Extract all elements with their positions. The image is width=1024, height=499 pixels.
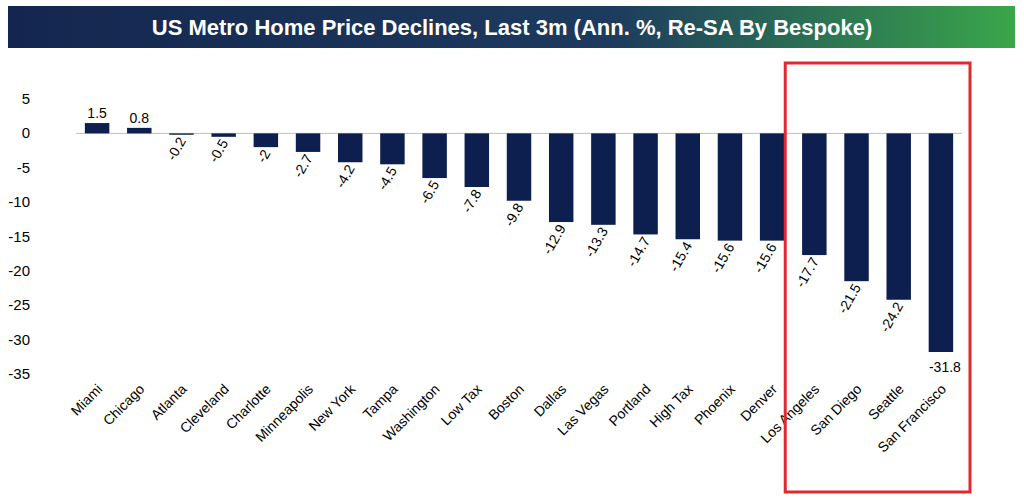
data-label: -21.5 — [834, 281, 864, 317]
x-tick-label: Las Vegas — [554, 381, 612, 439]
x-tick-label: Phoenix — [691, 381, 738, 428]
data-label: 1.5 — [87, 105, 107, 121]
y-tick-label: 5 — [22, 90, 30, 107]
x-tick-label: Miami — [67, 381, 105, 419]
bar — [507, 133, 531, 200]
bar — [929, 133, 953, 352]
data-label: -31.8 — [929, 359, 961, 375]
data-label: -7.8 — [458, 186, 484, 215]
bar — [338, 133, 362, 162]
x-tick-label: Minneapolis — [252, 381, 316, 445]
y-tick-label: -30 — [8, 331, 30, 348]
bar — [844, 133, 868, 281]
x-tick-label: San Francisco — [874, 381, 949, 456]
x-tick-label: New York — [305, 380, 359, 434]
data-label: -0.2 — [163, 134, 189, 163]
x-tick-label: Boston — [485, 381, 527, 423]
bars — [85, 123, 953, 352]
data-label: -13.3 — [581, 224, 611, 260]
title: US Metro Home Price Declines, Last 3m (A… — [152, 15, 873, 40]
data-label: -17.7 — [792, 254, 822, 290]
x-axis: MiamiChicagoAtlantaClevelandCharlotteMin… — [67, 380, 949, 455]
x-tick-label: Los Angeles — [757, 381, 822, 446]
x-tick-label: San Diego — [807, 381, 865, 439]
bar — [591, 133, 615, 224]
bar — [380, 133, 404, 164]
data-label: -15.6 — [708, 240, 738, 276]
x-tick-label: Cleveland — [176, 381, 231, 436]
x-tick-label: Portland — [605, 381, 653, 429]
bar — [422, 133, 446, 178]
highlight-box — [785, 63, 970, 492]
data-labels: 1.5 0.8 -0.2 -0.5 -2 -2.7 -4.2 -4.5 -6.5 -7.8 -9.8… — [87, 105, 961, 375]
y-tick-label: -25 — [8, 296, 30, 313]
y-tick-label: -35 — [8, 365, 30, 382]
title-banner — [8, 6, 1015, 48]
chart-svg: US Metro Home Price Declines, Last 3m (A… — [0, 0, 1024, 499]
bar — [254, 133, 278, 147]
data-label: -24.2 — [876, 299, 906, 335]
data-label: -15.6 — [750, 240, 780, 276]
data-label: -15.4 — [666, 239, 696, 275]
data-label: -0.5 — [205, 136, 231, 165]
data-label: -12.9 — [539, 221, 569, 257]
x-tick-label: Washington — [380, 381, 443, 444]
data-label: -4.2 — [332, 162, 358, 191]
bar — [886, 133, 910, 299]
bar — [211, 133, 235, 136]
y-axis: -35 -30 -25 -20 -15 -10 -5 0 5 — [8, 90, 30, 382]
data-label: -2.7 — [290, 151, 316, 180]
bar — [718, 133, 742, 240]
y-tick-label: -5 — [17, 159, 30, 176]
bar — [127, 128, 151, 134]
bar — [549, 133, 573, 222]
data-label: -6.5 — [416, 177, 442, 206]
y-tick-label: 0 — [22, 124, 30, 141]
y-tick-label: -20 — [8, 262, 30, 279]
y-tick-label: -15 — [8, 228, 30, 245]
bar — [676, 133, 700, 239]
data-label: -4.5 — [374, 164, 400, 193]
x-tick-label: Dallas — [530, 381, 569, 420]
bar — [169, 133, 193, 134]
bar — [760, 133, 784, 240]
data-label: -2 — [253, 146, 273, 165]
data-label: 0.8 — [130, 110, 150, 126]
x-tick-label: Tampa — [360, 381, 401, 422]
x-tick-label: High Tax — [646, 381, 696, 431]
data-label: -9.8 — [501, 200, 527, 229]
bar — [465, 133, 489, 187]
x-tick-label: Low Tax — [437, 381, 484, 428]
bar — [296, 133, 320, 152]
bar — [633, 133, 657, 234]
y-tick-label: -10 — [8, 193, 30, 210]
x-tick-label: Chicago — [100, 381, 148, 429]
bar — [802, 133, 826, 255]
data-label: -14.7 — [623, 234, 653, 270]
bar — [85, 123, 109, 133]
